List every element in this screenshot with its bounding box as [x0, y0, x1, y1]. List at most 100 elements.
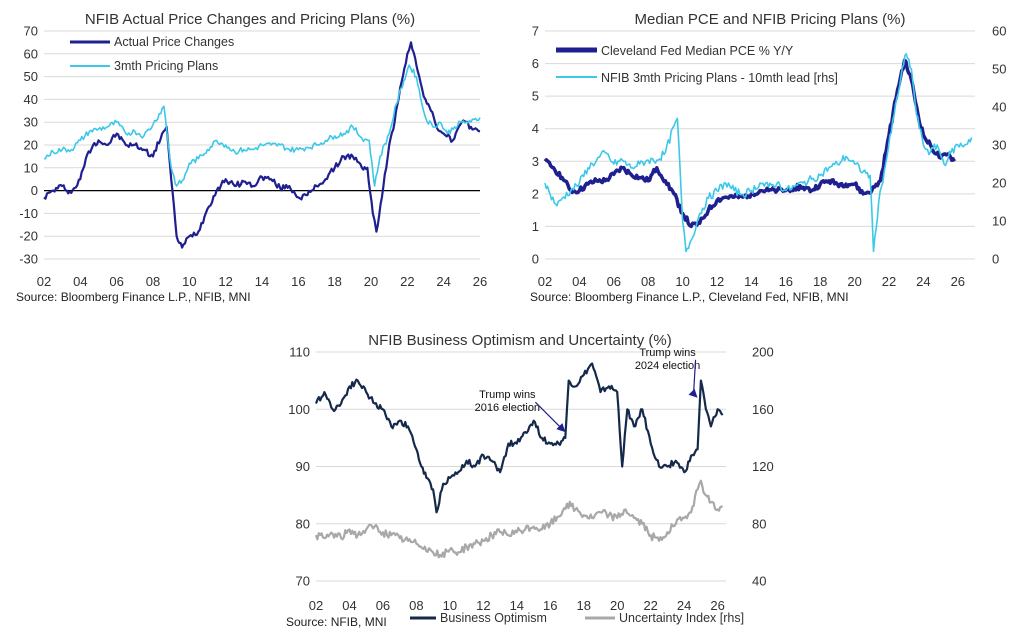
y2-tick-label: 80 [752, 516, 766, 531]
y2-tick-label: 200 [752, 345, 774, 360]
x-tick-label: 24 [677, 598, 691, 613]
legend-label: Uncertainty Index [rhs] [619, 611, 744, 625]
x-tick-label: 18 [327, 274, 341, 289]
y-tick-label: -30 [19, 252, 38, 267]
x-tick-label: 16 [543, 598, 557, 613]
x-tick-label: 14 [510, 598, 524, 613]
y2-tick-label: 20 [992, 176, 1006, 191]
y-tick-label: 60 [24, 46, 38, 61]
annotation-arrow [534, 401, 562, 429]
x-tick-label: 22 [400, 274, 414, 289]
y2-tick-label: 120 [752, 459, 774, 474]
x-tick-label: 04 [572, 274, 586, 289]
chart-2: Median PCE and NFIB Pricing Plans (%) 7 6 5… [530, 11, 1006, 304]
y-tick-label: 90 [296, 459, 310, 474]
series-line-2 [43, 64, 481, 187]
y-tick-label: 20 [24, 138, 38, 153]
x-tick-label: 06 [376, 598, 390, 613]
x-tick-label: 26 [473, 274, 487, 289]
x-tick-label: 22 [643, 598, 657, 613]
x-tick-label: 14 [744, 274, 758, 289]
y-tick-label: 10 [24, 160, 38, 175]
series-line-1 [543, 58, 956, 229]
chart-title: NFIB Business Optimism and Uncertainty (… [368, 332, 671, 349]
x-tick-label: 20 [610, 598, 624, 613]
x-tick-label: 16 [779, 274, 793, 289]
x-tick-label: 14 [255, 274, 269, 289]
y-tick-label: 0 [532, 252, 539, 267]
annotation-text: Trump wins [639, 347, 696, 359]
y-tick-label: 0 [31, 183, 38, 198]
x-tick-label: 02 [37, 274, 51, 289]
x-tick-label: 02 [538, 274, 552, 289]
x-tick-label: 08 [641, 274, 655, 289]
annotation-text: Trump wins [479, 389, 536, 401]
y2-tick-label: 60 [992, 24, 1006, 39]
legend-label: NFIB 3mth Pricing Plans - 10mth lead [rh… [601, 71, 838, 85]
x-tick-label: 04 [73, 274, 87, 289]
legend-label: Actual Price Changes [114, 35, 234, 49]
y-tick-label: -20 [19, 229, 38, 244]
y2-tick-label: 30 [992, 138, 1006, 153]
x-tick-label: 20 [847, 274, 861, 289]
y-tick-label: 40 [24, 92, 38, 107]
annotation-arrowhead [688, 388, 698, 398]
series-line-1 [314, 362, 724, 514]
source-note: Source: NFIB, MNI [286, 615, 387, 629]
y-tick-label: 1 [532, 219, 539, 234]
y-tick-label: 70 [296, 574, 310, 589]
y2-tick-label: 50 [992, 62, 1006, 77]
y-tick-label: 80 [296, 516, 310, 531]
annotation-text: 2024 election [635, 360, 700, 372]
y-tick-label: 50 [24, 69, 38, 84]
y-tick-label: 70 [24, 24, 38, 39]
annotation-arrowhead [556, 423, 566, 433]
x-tick-label: 22 [882, 274, 896, 289]
x-tick-label: 06 [607, 274, 621, 289]
series-line-2 [544, 52, 973, 253]
series-line-2 [314, 479, 723, 559]
chart-3: NFIB Business Optimism and Uncertainty (… [286, 332, 774, 629]
x-tick-label: 20 [364, 274, 378, 289]
x-tick-label: 10 [675, 274, 689, 289]
source-note: Source: Bloomberg Finance L.P., NFIB, MN… [16, 290, 251, 304]
series-line-1 [43, 41, 481, 249]
y-tick-label: -10 [19, 206, 38, 221]
x-tick-label: 12 [710, 274, 724, 289]
y2-tick-label: 160 [752, 402, 774, 417]
y-tick-label: 7 [532, 24, 539, 39]
chart-title: NFIB Actual Price Changes and Pricing Pl… [85, 11, 415, 28]
annotation-arrow [692, 359, 697, 394]
x-tick-label: 18 [813, 274, 827, 289]
y-tick-label: 30 [24, 115, 38, 130]
y-tick-label: 4 [532, 121, 539, 136]
x-tick-label: 10 [182, 274, 196, 289]
y-tick-label: 5 [532, 89, 539, 104]
x-tick-label: 06 [109, 274, 123, 289]
y-tick-label: 100 [288, 402, 310, 417]
chart-1: NFIB Actual Price Changes and Pricing Pl… [16, 11, 487, 304]
x-tick-label: 24 [436, 274, 450, 289]
x-tick-label: 26 [951, 274, 965, 289]
annotation-text: 2016 election [475, 402, 540, 414]
y2-tick-label: 40 [992, 100, 1006, 115]
x-tick-label: 10 [443, 598, 457, 613]
legend-label: Business Optimism [440, 611, 547, 625]
source-note: Source: Bloomberg Finance L.P., Clevelan… [530, 290, 849, 304]
x-tick-label: 16 [291, 274, 305, 289]
y-tick-label: 2 [532, 186, 539, 201]
y-tick-label: 6 [532, 56, 539, 71]
legend-label: 3mth Pricing Plans [114, 59, 218, 73]
y-tick-label: 110 [289, 345, 310, 360]
x-tick-label: 24 [916, 274, 930, 289]
x-tick-label: 18 [577, 598, 591, 613]
x-tick-label: 12 [476, 598, 490, 613]
x-tick-label: 08 [146, 274, 160, 289]
x-tick-label: 26 [710, 598, 724, 613]
x-tick-label: 08 [409, 598, 423, 613]
x-tick-label: 02 [309, 598, 323, 613]
x-tick-label: 12 [218, 274, 232, 289]
y-tick-label: 3 [532, 154, 539, 169]
x-tick-label: 04 [342, 598, 356, 613]
